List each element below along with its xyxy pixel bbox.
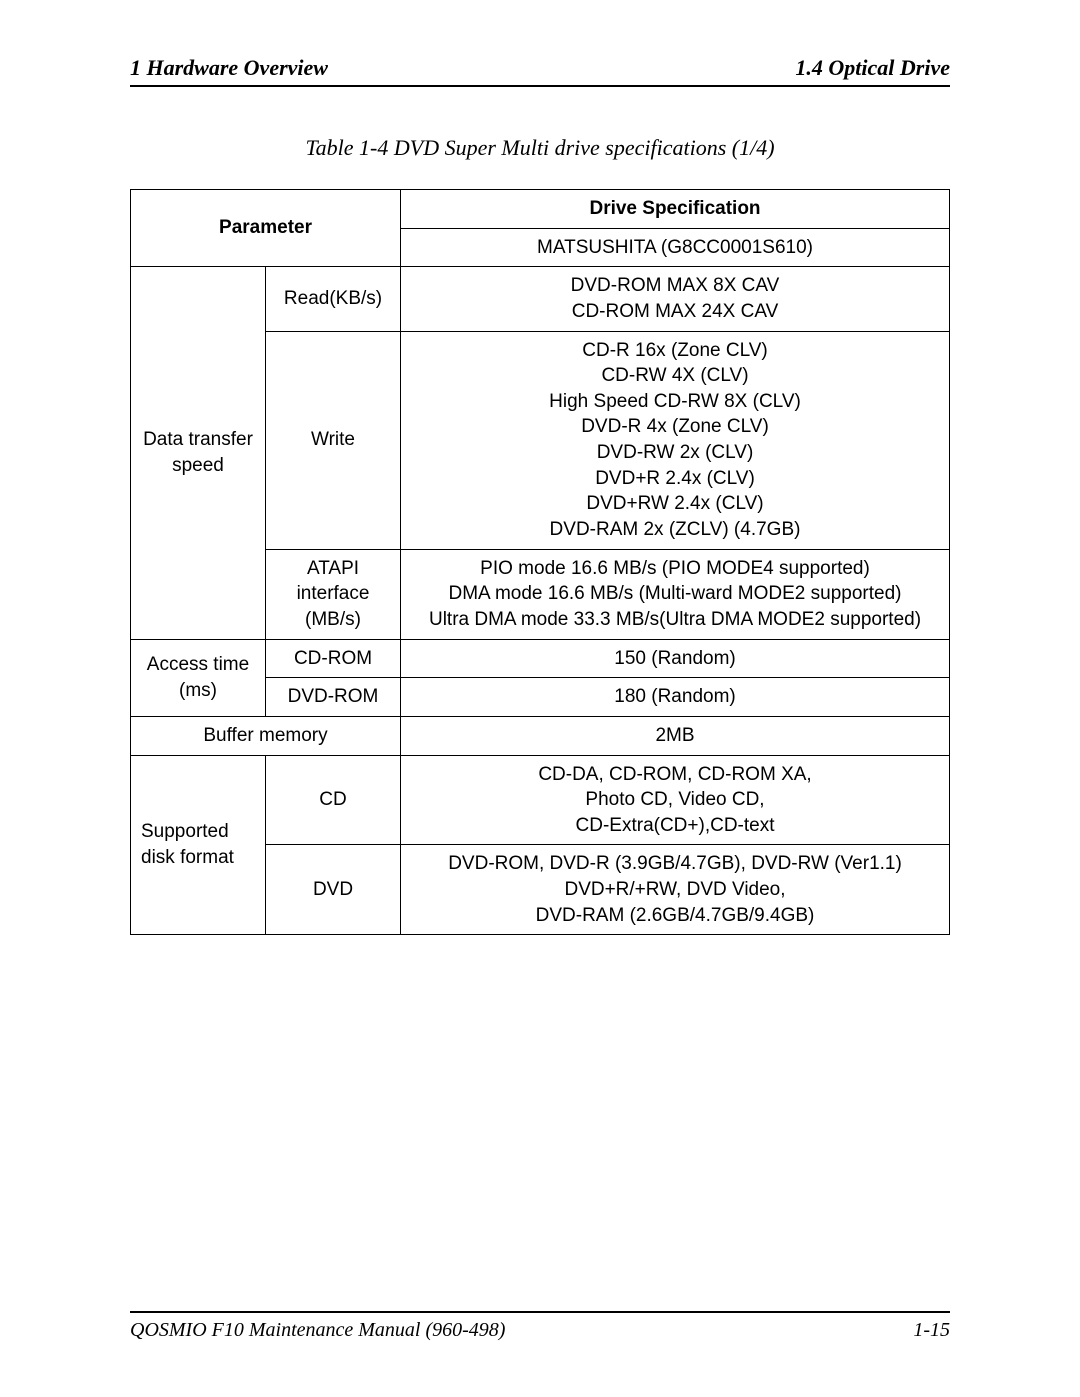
write-value: CD-R 16x (Zone CLV)CD-RW 4X (CLV)High Sp…	[401, 331, 950, 549]
footer-left: QOSMIO F10 Maintenance Manual (960-498)	[130, 1319, 505, 1342]
table-row: Access time (ms) CD-ROM 150 (Random)	[131, 639, 950, 678]
atapi-value: PIO mode 16.6 MB/s (PIO MODE4 supported)…	[401, 549, 950, 639]
cd-value: CD-DA, CD-ROM, CD-ROM XA,Photo CD, Video…	[401, 755, 950, 845]
access-cd-value: 150 (Random)	[401, 639, 950, 678]
table-row: Supported disk format CD CD-DA, CD-ROM, …	[131, 755, 950, 845]
buffer-label: Buffer memory	[131, 716, 401, 755]
page: 1 Hardware Overview 1.4 Optical Drive Ta…	[0, 0, 1080, 1397]
footer-right: 1-15	[913, 1319, 950, 1342]
drive-spec-header: Drive Specification	[401, 190, 950, 229]
dvd-value: DVD-ROM, DVD-R (3.9GB/4.7GB), DVD-RW (Ve…	[401, 845, 950, 935]
table-row: Data transfer speed Read(KB/s) DVD-ROM M…	[131, 267, 950, 331]
page-footer: QOSMIO F10 Maintenance Manual (960-498) …	[130, 1311, 950, 1342]
read-value: DVD-ROM MAX 8X CAVCD-ROM MAX 24X CAV	[401, 267, 950, 331]
table-row: Buffer memory 2MB	[131, 716, 950, 755]
access-dvd-label: DVD-ROM	[266, 678, 401, 717]
access-time-label: Access time (ms)	[131, 639, 266, 716]
dvd-label: DVD	[266, 845, 401, 935]
model-cell: MATSUSHITA (G8CC0001S610)	[401, 228, 950, 267]
data-transfer-label: Data transfer speed	[131, 267, 266, 639]
table-row: Parameter Drive Specification	[131, 190, 950, 229]
write-label: Write	[266, 331, 401, 549]
access-dvd-value: 180 (Random)	[401, 678, 950, 717]
spec-table: Parameter Drive Specification MATSUSHITA…	[130, 189, 950, 935]
buffer-value: 2MB	[401, 716, 950, 755]
atapi-label: ATAPI interface (MB/s)	[266, 549, 401, 639]
parameter-header: Parameter	[131, 190, 401, 267]
header-right: 1.4 Optical Drive	[795, 55, 950, 81]
read-label: Read(KB/s)	[266, 267, 401, 331]
access-cd-label: CD-ROM	[266, 639, 401, 678]
supported-format-label: Supported disk format	[131, 755, 266, 935]
cd-label: CD	[266, 755, 401, 845]
header-left: 1 Hardware Overview	[130, 55, 328, 81]
page-header: 1 Hardware Overview 1.4 Optical Drive	[130, 55, 950, 87]
table-caption: Table 1-4 DVD Super Multi drive specific…	[130, 135, 950, 161]
